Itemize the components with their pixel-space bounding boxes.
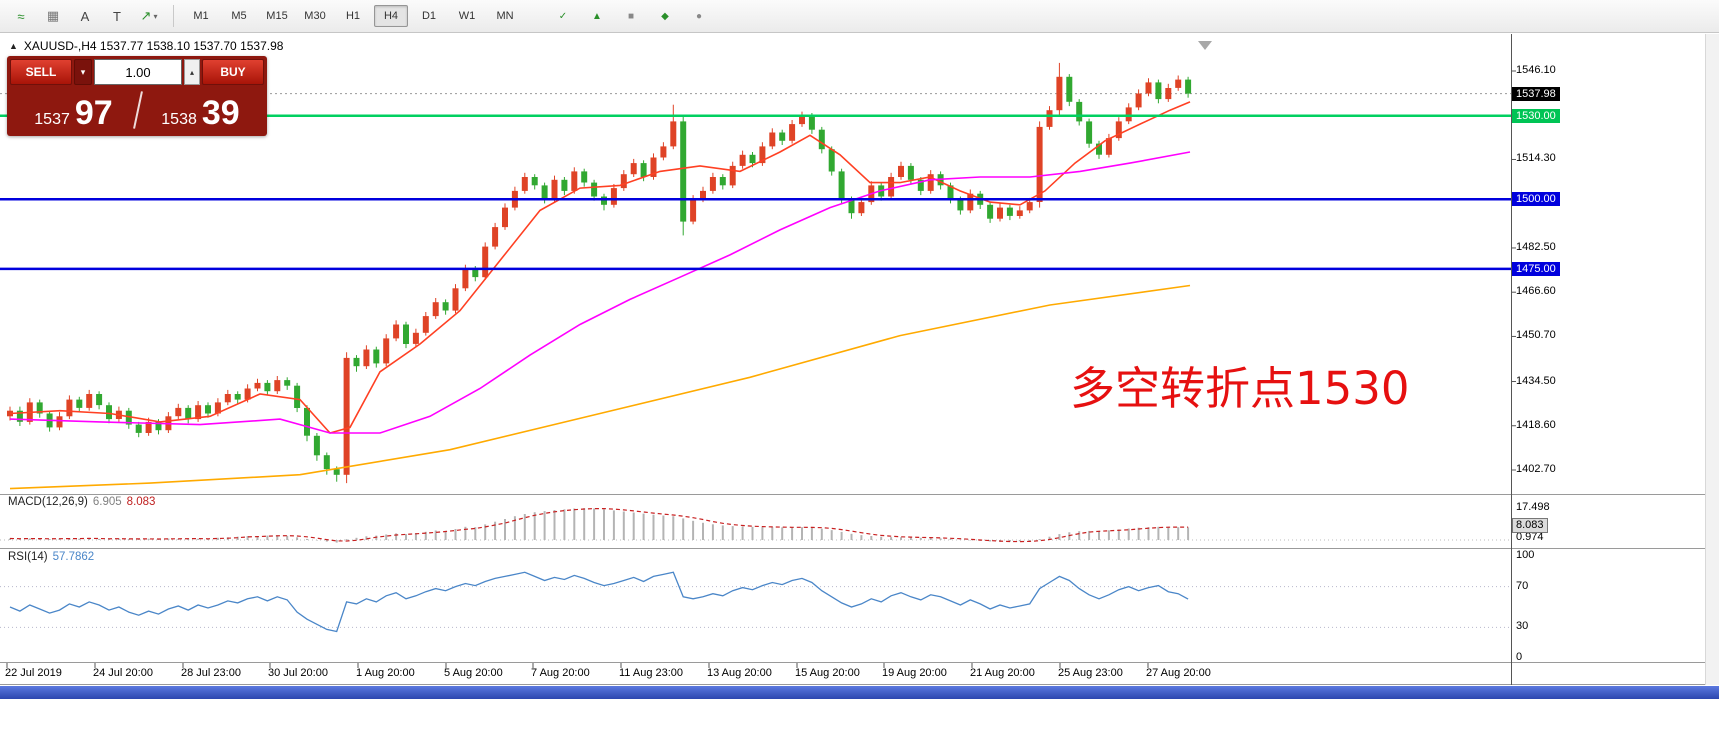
price-axis-tick: 1514.30	[1516, 152, 1556, 165]
price-axis-tick: 1546.10	[1516, 64, 1556, 76]
timeframe-m15[interactable]: M15	[266, 10, 288, 22]
timeframe-w1[interactable]: W1	[458, 10, 476, 22]
price-axis-tick: 1450.70	[1516, 329, 1556, 342]
ask-price-small: 1538	[161, 110, 197, 128]
toolbar: ≈ ▦ A T ↗ ▾ M1 M5 M15 M30 H1 H4 D1 W1 MN ✓ ▲ ■ ◆ ●	[0, 0, 1719, 33]
one-click-trading-panel: SELL ▾ ▴ BUY 1537 97 1538 39	[7, 56, 267, 136]
price-axis-tick: 1418.60	[1516, 418, 1556, 431]
chevron-down-icon: ▾	[153, 11, 158, 21]
object-diamond-icon[interactable]: ◆	[661, 10, 669, 22]
collapse-panel-icon[interactable]: ▲	[9, 41, 18, 51]
ma-slow	[9, 284, 1191, 490]
object-check-icon[interactable]: ✓	[558, 10, 568, 22]
ma-medium	[9, 151, 1191, 434]
toolbar-left-icons: ≈ ▦ A T ↗ ▾	[5, 3, 165, 29]
text-label-icon[interactable]: T	[113, 8, 121, 24]
volume-down-button[interactable]: ▾	[74, 59, 92, 85]
sell-button[interactable]: SELL	[10, 59, 72, 85]
timeframe-d1[interactable]: D1	[421, 10, 437, 22]
indicators-icon[interactable]: ≈	[17, 8, 25, 24]
bid-price-display: 1537 97	[10, 87, 137, 133]
timeframe-mn[interactable]: MN	[496, 10, 514, 22]
object-dot-icon[interactable]: ●	[695, 10, 703, 22]
timeframe-m1[interactable]: M1	[193, 10, 209, 22]
object-arrow-icon[interactable]: ▲	[592, 10, 602, 22]
macd-axis-tick: 0.974	[1516, 531, 1544, 544]
chart-annotation-text: 多空转折点1530	[1070, 362, 1410, 415]
time-axis-label: 27 Aug 20:00	[1146, 667, 1211, 679]
price-axis-tick: 1466.60	[1516, 285, 1556, 298]
ma-fast	[9, 101, 1191, 434]
time-axis-label: 7 Aug 20:00	[531, 667, 590, 679]
timeframe-h1[interactable]: H1	[345, 10, 361, 22]
macd-current-value-box: 8.083	[1512, 518, 1548, 534]
chart-canvas[interactable]	[0, 34, 1719, 685]
macd-signal-value: 8.083	[126, 496, 156, 508]
ask-price-display: 1538 39	[137, 87, 264, 133]
price-axis-tick: 1402.70	[1516, 462, 1556, 475]
time-axis-label: 22 Jul 2019	[5, 667, 62, 679]
bid-price-big: 97	[74, 93, 113, 132]
volume-input[interactable]	[94, 59, 182, 85]
ask-price-big: 39	[201, 93, 240, 132]
price-axis-tick: 1482.50	[1516, 240, 1556, 253]
time-axis-label: 11 Aug 23:00	[619, 667, 684, 679]
bottom-taskbar-strip	[0, 686, 1719, 699]
timeframe-m30[interactable]: M30	[304, 10, 326, 22]
time-axis-label: 5 Aug 20:00	[444, 667, 503, 679]
timeframe-group: M1 M5 M15 M30 H1 H4 D1 W1 MN	[182, 5, 524, 27]
time-axis-label: 19 Aug 20:00	[882, 667, 947, 679]
arrows-tool-icon[interactable]: ↗ ▾	[140, 8, 158, 23]
rsi-axis-tick: 70	[1516, 579, 1529, 592]
buy-button[interactable]: BUY	[202, 59, 264, 85]
chart-shift-marker	[1198, 41, 1212, 50]
toolbar-right-icons: ✓ ▲ ■ ◆ ●	[546, 5, 716, 27]
rsi-name: RSI(14)	[8, 551, 48, 563]
rsi-label: RSI(14) 57.7862	[8, 551, 94, 563]
vertical-scrollbar[interactable]	[1705, 34, 1719, 685]
hline-1530-label: 1530.00	[1512, 108, 1560, 123]
hline-1475-label: 1475.00	[1512, 261, 1560, 276]
timeframe-m5[interactable]: M5	[231, 10, 247, 22]
rsi-axis-tick: 30	[1516, 620, 1529, 633]
bid-price-small: 1537	[34, 110, 70, 128]
timeframe-h4[interactable]: H4	[374, 5, 408, 27]
grid-levels-icon[interactable]: ▦	[46, 8, 60, 23]
time-axis-label: 15 Aug 20:00	[795, 667, 860, 679]
object-square-icon[interactable]: ■	[627, 10, 635, 22]
macd-name: MACD(12,26,9)	[8, 496, 88, 508]
toolbar-separator	[173, 5, 174, 27]
hline-1500-label: 1500.00	[1512, 192, 1560, 207]
rsi-axis-tick: 100	[1516, 549, 1535, 561]
macd-main-value: 6.905	[92, 496, 122, 508]
time-axis-label: 30 Jul 20:00	[268, 667, 328, 679]
time-axis-label: 28 Jul 23:00	[181, 667, 241, 679]
time-axis-label: 25 Aug 23:00	[1058, 667, 1123, 679]
macd-label: MACD(12,26,9) 6.905 8.083	[8, 496, 155, 508]
time-axis-label: 1 Aug 20:00	[356, 667, 415, 679]
current-price-label: 1537.98	[1512, 86, 1560, 101]
time-axis-label: 24 Jul 20:00	[93, 667, 153, 679]
text-annotation-icon[interactable]: A	[80, 8, 90, 24]
time-axis-label: 13 Aug 20:00	[707, 667, 772, 679]
symbol-ohlc-text: XAUUSD-,H4 1537.77 1538.10 1537.70 1537.…	[23, 39, 284, 53]
time-axis-label: 21 Aug 20:00	[970, 667, 1035, 679]
macd-axis-tick: 17.498	[1516, 500, 1550, 513]
rsi-value: 57.7862	[52, 551, 95, 563]
ohlc-header: ▲ XAUUSD-,H4 1537.77 1538.10 1537.70 153…	[9, 39, 283, 53]
volume-up-button[interactable]: ▴	[184, 59, 200, 85]
rsi-axis-tick: 0	[1516, 651, 1523, 663]
price-axis-tick: 1434.50	[1516, 374, 1556, 387]
